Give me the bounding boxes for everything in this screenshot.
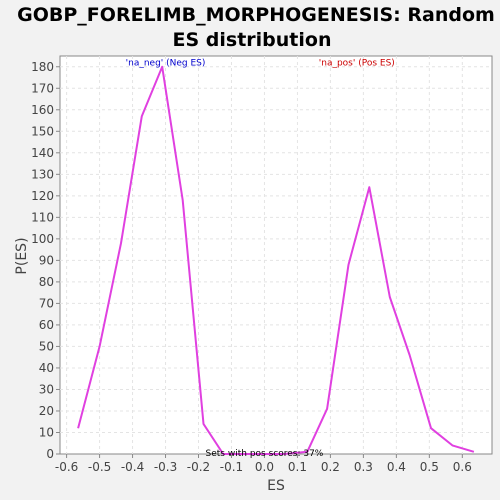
- y-tick-label: 110: [31, 210, 54, 224]
- y-tick-label: 160: [31, 103, 54, 117]
- y-tick-label: 0: [46, 447, 54, 461]
- annotations: 'na_neg' (Neg ES) 'na_pos' (Pos ES) Sets w…: [126, 58, 395, 458]
- annotation-label: 'na_pos' (Pos ES): [319, 58, 395, 68]
- series-layer: [77, 65, 475, 455]
- x-tick-label: 0.1: [288, 460, 307, 474]
- annotation-label: Sets with pos scores: 37%: [206, 449, 324, 459]
- y-tick-label: 30: [39, 382, 54, 396]
- y-tick-label: 60: [39, 318, 54, 332]
- x-tick-label: -0.2: [187, 460, 210, 474]
- y-tick-label: 90: [39, 253, 54, 267]
- y-tick-label: 180: [31, 60, 54, 74]
- y-tick-label: 40: [39, 361, 54, 375]
- y-tick-label: 10: [39, 425, 54, 439]
- plot-area: [59, 55, 493, 455]
- x-tick-label: 0.5: [420, 460, 439, 474]
- x-tick-label: 0.6: [453, 460, 472, 474]
- y-tick-label: 170: [31, 81, 54, 95]
- x-tick-label: -0.1: [220, 460, 243, 474]
- y-tick-label: 140: [31, 146, 54, 160]
- x-tick-label: -0.5: [88, 460, 111, 474]
- grid-lines: [60, 56, 492, 454]
- y-tick-label: 150: [31, 124, 54, 138]
- x-tick-label: 0.3: [354, 460, 373, 474]
- chart-title-line-1: GOBP_FORELIMB_MORPHOGENESIS: Random: [17, 4, 495, 26]
- x-tick-label: 0.0: [255, 460, 274, 474]
- y-tick-label: 120: [31, 189, 54, 203]
- y-tick-label: 20: [39, 404, 54, 418]
- y-tick-label: 80: [39, 275, 54, 289]
- y-tick-label: 70: [39, 296, 54, 310]
- x-tick-label: -0.4: [121, 460, 144, 474]
- es-distribution-line: [77, 65, 475, 455]
- x-axis-title: ES: [267, 478, 285, 494]
- y-axis-title: P(ES): [14, 237, 30, 274]
- chart-title-line-2: ES distribution: [173, 29, 332, 51]
- y-tick-label: 130: [31, 167, 54, 181]
- y-tick-label: 50: [39, 339, 54, 353]
- x-tick-label: -0.3: [154, 460, 177, 474]
- x-tick-label: -0.6: [55, 460, 78, 474]
- x-tick-label: 0.4: [387, 460, 406, 474]
- y-axis: 0 10 20 30 40 50 60 70 80 90 100 110 120 130 140 150 160…: [31, 60, 60, 461]
- y-tick-label: 100: [31, 232, 54, 246]
- annotation-label: 'na_neg' (Neg ES): [126, 58, 206, 68]
- x-axis: -0.6 -0.5 -0.4 -0.3 -0.2 -0.1 0.0 0.1 0.2 0.3 0.4 0…: [55, 454, 472, 474]
- x-tick-label: 0.2: [321, 460, 340, 474]
